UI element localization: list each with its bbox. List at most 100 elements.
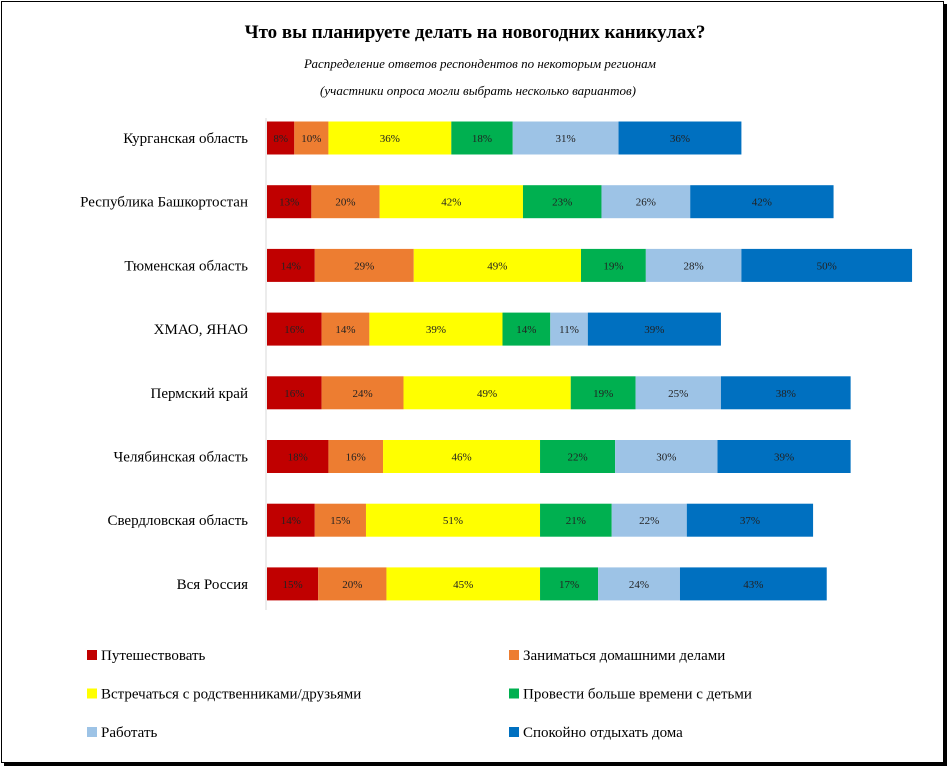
bar-segment xyxy=(611,503,687,537)
data-label: 22% xyxy=(639,515,659,527)
bar-segment xyxy=(386,567,541,601)
data-label: 22% xyxy=(567,452,587,464)
chart-subtitle: Распределение ответов респондентов по не… xyxy=(303,56,656,71)
legend-swatch xyxy=(509,688,519,699)
bar-segment xyxy=(570,376,636,410)
bar-segment xyxy=(267,440,329,473)
data-label: 45% xyxy=(453,579,473,591)
bar-segment xyxy=(741,248,913,282)
chart-note: (участники опроса могли выбрать нескольк… xyxy=(320,83,636,98)
data-label: 13% xyxy=(279,197,299,209)
data-label: 42% xyxy=(441,197,461,209)
legend-label: Спокойно отдыхать дома xyxy=(523,725,683,741)
data-label: 15% xyxy=(330,515,350,527)
bar-segment xyxy=(403,376,571,410)
bar-segment xyxy=(601,185,691,219)
bar-segment xyxy=(318,567,387,601)
legend-label: Встречаться с родственниками/друзьями xyxy=(101,687,361,703)
legend-label: Путешествовать xyxy=(101,648,206,664)
bar-segment xyxy=(267,312,322,346)
bar-segment xyxy=(379,185,523,219)
bar-segment xyxy=(267,248,315,282)
bar-segment xyxy=(321,376,404,410)
bar-segment xyxy=(365,503,541,537)
data-label: 16% xyxy=(284,388,304,400)
bar-segment xyxy=(690,185,834,219)
data-label: 19% xyxy=(593,388,613,400)
bar-segment xyxy=(550,312,588,346)
bar-segment xyxy=(413,248,581,282)
bar-segment xyxy=(540,440,616,473)
data-label: 37% xyxy=(740,515,760,527)
bar-segment xyxy=(720,376,851,410)
data-label: 24% xyxy=(629,579,649,591)
data-label: 14% xyxy=(281,515,301,527)
category-label: Челябинская область xyxy=(114,450,249,466)
data-label: 36% xyxy=(380,133,400,145)
data-label: 20% xyxy=(342,579,362,591)
bar-segment xyxy=(522,185,602,219)
legend-label: Провести больше времени с детьми xyxy=(523,687,752,703)
legend-label: Заниматься домашними делами xyxy=(523,648,725,664)
category-label: Пермский край xyxy=(151,386,248,402)
bar-segment xyxy=(540,503,612,537)
data-label: 29% xyxy=(354,260,374,272)
category-label: Вся Россия xyxy=(177,577,248,593)
data-label: 21% xyxy=(566,515,586,527)
data-label: 39% xyxy=(774,452,794,464)
legend-swatch xyxy=(87,650,97,660)
data-label: 39% xyxy=(644,324,664,336)
data-label: 14% xyxy=(516,324,536,336)
bar-segment xyxy=(328,121,452,155)
bar-segment xyxy=(580,248,646,282)
data-label: 46% xyxy=(451,452,471,464)
bar-segment xyxy=(294,121,329,155)
legend-label: Работать xyxy=(101,725,157,741)
data-label: 17% xyxy=(559,579,579,591)
bar-segment xyxy=(598,567,680,601)
data-label: 16% xyxy=(346,452,366,464)
legend-swatch xyxy=(87,727,97,737)
data-label: 51% xyxy=(443,515,463,527)
bar-segment xyxy=(451,121,513,155)
bar-segment xyxy=(615,440,718,473)
data-label: 14% xyxy=(281,260,301,272)
bar-segment xyxy=(267,185,312,219)
legend-swatch xyxy=(509,727,519,737)
bar-segment xyxy=(321,312,370,346)
bar-segment xyxy=(311,185,380,219)
data-label: 49% xyxy=(487,260,507,272)
data-label: 25% xyxy=(668,388,688,400)
bar-segment xyxy=(314,503,366,537)
data-label: 8% xyxy=(273,133,288,145)
data-label: 42% xyxy=(752,197,772,209)
bar-segment xyxy=(587,312,721,346)
data-label: 26% xyxy=(636,197,656,209)
bar-segment xyxy=(540,567,599,601)
bar-segment xyxy=(679,567,827,601)
data-label: 28% xyxy=(684,260,704,272)
category-label: Курганская область xyxy=(123,131,248,147)
bar-segment xyxy=(618,121,742,155)
category-label: Республика Башкортостан xyxy=(80,195,248,211)
data-label: 19% xyxy=(603,260,623,272)
chart-title: Что вы планируете делать на новогодних к… xyxy=(245,22,706,43)
bar-segment xyxy=(502,312,551,346)
data-label: 18% xyxy=(472,133,492,145)
data-label: 31% xyxy=(556,133,576,145)
data-label: 23% xyxy=(552,197,572,209)
category-label: Тюменская область xyxy=(124,258,248,274)
data-label: 30% xyxy=(656,452,676,464)
bar-segment xyxy=(267,503,315,537)
bar-segment xyxy=(328,440,384,473)
data-label: 20% xyxy=(335,197,355,209)
data-label: 15% xyxy=(283,579,303,591)
bar-segment xyxy=(635,376,721,410)
data-label: 39% xyxy=(426,324,446,336)
data-label: 16% xyxy=(284,324,304,336)
bar-segment xyxy=(267,376,322,410)
data-label: 11% xyxy=(559,324,579,336)
data-label: 38% xyxy=(776,388,796,400)
bar-segment xyxy=(267,121,295,155)
